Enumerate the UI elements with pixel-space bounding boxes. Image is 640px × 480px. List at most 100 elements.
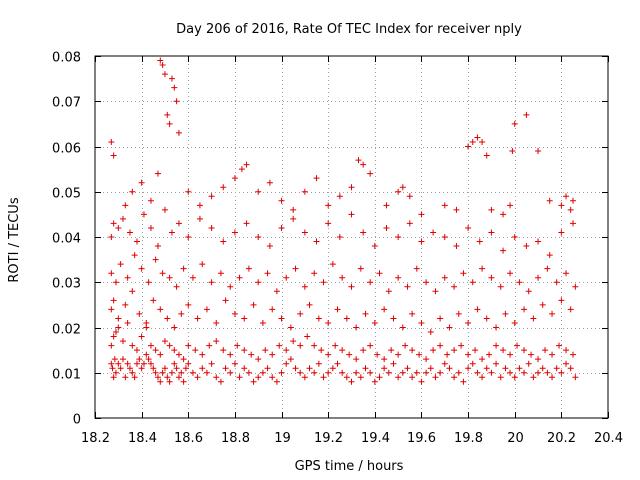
- data-point: [243, 161, 250, 168]
- data-point: [112, 369, 119, 376]
- y-tick-label: 0: [73, 413, 81, 428]
- data-point: [283, 274, 290, 281]
- data-point: [483, 365, 490, 372]
- data-point: [343, 374, 350, 381]
- data-point: [178, 369, 185, 376]
- data-point: [535, 274, 542, 281]
- data-point: [255, 188, 262, 195]
- data-point: [108, 306, 115, 313]
- data-point: [150, 365, 157, 372]
- data-point: [124, 360, 131, 367]
- data-point: [175, 351, 182, 358]
- data-point: [460, 270, 467, 277]
- data-point: [388, 347, 395, 354]
- data-point: [213, 319, 220, 326]
- data-point: [203, 306, 210, 313]
- data-point: [453, 206, 460, 213]
- data-point: [166, 378, 173, 385]
- data-point: [453, 243, 460, 250]
- data-point: [567, 365, 574, 372]
- data-point: [441, 360, 448, 367]
- data-point: [262, 347, 269, 354]
- data-point: [563, 360, 570, 367]
- x-tick-label: 19.8: [454, 431, 483, 446]
- data-point: [161, 338, 168, 345]
- data-point: [147, 197, 154, 204]
- data-point: [255, 279, 262, 286]
- data-point: [423, 279, 430, 286]
- data-point: [203, 369, 210, 376]
- data-point: [558, 369, 565, 376]
- data-point: [297, 342, 304, 349]
- data-point: [362, 310, 369, 317]
- data-point: [168, 229, 175, 236]
- data-point: [273, 288, 280, 295]
- data-point: [516, 365, 523, 372]
- data-point: [525, 360, 532, 367]
- data-point: [479, 374, 486, 381]
- data-point: [360, 347, 367, 354]
- data-point: [404, 283, 411, 290]
- y-tick-label: 0.01: [52, 368, 81, 383]
- data-point: [147, 342, 154, 349]
- data-point: [266, 179, 273, 186]
- data-point: [360, 161, 367, 168]
- x-tick-label: 20.2: [547, 431, 576, 446]
- data-point: [572, 283, 579, 290]
- data-point: [535, 369, 542, 376]
- data-point: [283, 360, 290, 367]
- data-point: [292, 265, 299, 272]
- data-point: [164, 315, 171, 322]
- data-point: [399, 324, 406, 331]
- data-point: [136, 310, 143, 317]
- y-tick-labels: 0 0.01 0.02 0.03 0.04 0.05 0.06 0.07 0.08: [52, 51, 81, 428]
- data-point: [395, 234, 402, 240]
- data-point: [304, 333, 311, 340]
- axis-ticks: [95, 56, 609, 419]
- x-tick-label: 18.4: [128, 431, 157, 446]
- data-point: [497, 374, 504, 381]
- data-point: [220, 347, 227, 354]
- data-point: [110, 220, 117, 227]
- data-point: [483, 152, 490, 159]
- data-point: [409, 347, 416, 354]
- data-point: [199, 261, 206, 268]
- data-point: [180, 378, 187, 385]
- data-point: [168, 75, 175, 82]
- data-point: [110, 374, 117, 381]
- data-point: [336, 234, 343, 240]
- data-point: [133, 347, 140, 354]
- data-point: [126, 229, 133, 236]
- y-tick-label: 0.03: [52, 277, 81, 292]
- x-axis-label: GPS time / hours: [295, 459, 404, 474]
- x-tick-label: 19.2: [314, 431, 343, 446]
- data-point: [231, 310, 238, 317]
- data-point: [168, 369, 175, 376]
- data-point: [290, 338, 297, 345]
- data-point: [213, 374, 220, 381]
- data-point: [570, 220, 577, 227]
- data-point: [539, 301, 546, 308]
- data-point: [376, 374, 383, 381]
- data-point: [521, 369, 528, 376]
- data-point: [441, 234, 448, 240]
- data-point: [234, 342, 241, 349]
- data-point: [129, 188, 136, 195]
- data-point: [530, 374, 537, 381]
- data-point: [227, 351, 234, 358]
- data-point: [418, 319, 425, 326]
- data-point: [516, 279, 523, 286]
- data-point: [465, 224, 472, 231]
- data-point: [241, 347, 248, 354]
- data-point: [353, 324, 360, 331]
- data-point: [367, 279, 374, 286]
- data-point: [301, 374, 308, 381]
- data-point: [194, 374, 201, 381]
- data-point: [455, 310, 462, 317]
- data-point: [437, 342, 444, 349]
- data-point: [465, 351, 472, 358]
- data-point: [385, 288, 392, 295]
- data-point: [145, 279, 152, 286]
- data-point: [157, 351, 164, 358]
- data-point: [278, 369, 285, 376]
